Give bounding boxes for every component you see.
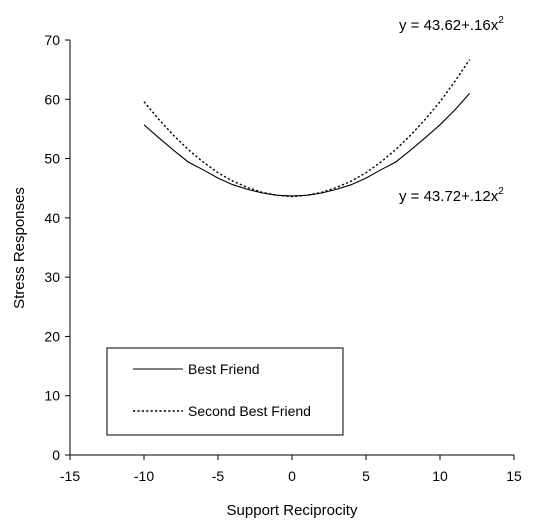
legend-label-best-friend: Best Friend: [188, 361, 260, 377]
annotation-eq-second-best: y = 43.62+.16x2: [399, 15, 504, 34]
series-line-best-friend: [143, 93, 471, 197]
y-tick-label-30: 30: [44, 269, 60, 285]
y-tick-label-20: 20: [44, 328, 60, 344]
annotation-base-text: y = 43.72+.12x: [399, 188, 499, 205]
series-line-second-best-friend: [143, 59, 471, 198]
legend-box: [106, 347, 344, 436]
annotation-base-text: y = 43.62+.16x: [399, 17, 499, 34]
annotation-superscript: 2: [498, 186, 504, 197]
y-tick-label-10: 10: [44, 388, 60, 404]
y-tick-label-70: 70: [44, 32, 60, 48]
x-tick-label--5: -5: [212, 468, 225, 484]
y-axis-label: Stress Responses: [11, 187, 28, 309]
x-tick-label-0: 0: [288, 468, 296, 484]
y-tick-label-60: 60: [44, 91, 60, 107]
legend-layer: Best Friend Second Best Friend: [106, 347, 344, 436]
x-tick-label-15: 15: [506, 468, 522, 484]
x-tick-label-10: 10: [432, 468, 448, 484]
x-tick-label--10: -10: [134, 468, 154, 484]
y-tick-label-0: 0: [52, 447, 60, 463]
annotation-eq-best: y = 43.72+.12x2: [399, 186, 504, 205]
x-axis-label: Support Reciprocity: [227, 502, 358, 519]
series-layer: [143, 59, 471, 198]
x-tick-label-5: 5: [362, 468, 370, 484]
annotation-superscript: 2: [498, 15, 504, 26]
y-tick-label-40: 40: [44, 210, 60, 226]
axes-layer: 0 10 20 30 40 50 60 70 -15 -10 -5 0 5 10 15: [44, 32, 522, 484]
y-tick-label-50: 50: [44, 151, 60, 167]
x-tick-label--15: -15: [60, 468, 80, 484]
legend-label-second-best-friend: Second Best Friend: [188, 403, 311, 419]
